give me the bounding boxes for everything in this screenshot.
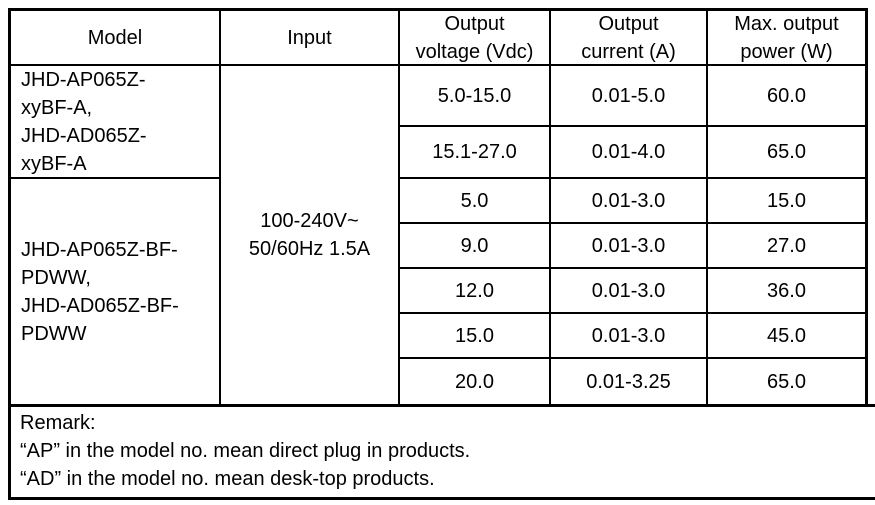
remark-section: Remark: “AP” in the model no. mean direc… (8, 404, 875, 500)
power-cell: 15.0 (708, 179, 865, 222)
model-cell-group-2: JHD-AP065Z-BF- PDWW, JHD-AD065Z-BF- PDWW (11, 179, 219, 404)
power-cell: 45.0 (708, 314, 865, 357)
model-cell-group-1: JHD-AP065Z- xyBF-A, JHD-AD065Z- xyBF-A (11, 66, 219, 177)
current-cell: 0.01-5.0 (551, 66, 706, 125)
power-cell: 36.0 (708, 269, 865, 312)
input-cell: 100-240V~ 50/60Hz 1.5A (221, 66, 398, 404)
current-cell: 0.01-3.0 (551, 314, 706, 357)
power-cell: 60.0 (708, 66, 865, 125)
column-header-input: Input (221, 11, 398, 64)
remark-title: Remark: (20, 412, 96, 434)
current-cell: 0.01-3.0 (551, 179, 706, 222)
remark-line-2: “AD” in the model no. mean desk-top prod… (20, 468, 435, 490)
current-cell: 0.01-3.25 (551, 359, 706, 404)
remark-line-1: “AP” in the model no. mean direct plug i… (20, 440, 471, 462)
voltage-cell: 20.0 (400, 359, 549, 404)
current-cell: 0.01-3.0 (551, 224, 706, 267)
current-cell: 0.01-3.0 (551, 269, 706, 312)
column-header-model: Model (11, 11, 219, 64)
current-cell: 0.01-4.0 (551, 127, 706, 177)
voltage-cell: 5.0-15.0 (400, 66, 549, 125)
voltage-cell: 15.1-27.0 (400, 127, 549, 177)
power-cell: 65.0 (708, 359, 865, 404)
voltage-cell: 9.0 (400, 224, 549, 267)
power-cell: 27.0 (708, 224, 865, 267)
column-header-max-output-power: Max. output power (W) (708, 11, 865, 64)
spec-table: Model Input Output voltage (Vdc) Output … (8, 8, 868, 404)
power-cell: 65.0 (708, 127, 865, 177)
voltage-cell: 12.0 (400, 269, 549, 312)
column-header-output-current: Output current (A) (551, 11, 706, 64)
voltage-cell: 5.0 (400, 179, 549, 222)
column-header-output-voltage: Output voltage (Vdc) (400, 11, 549, 64)
voltage-cell: 15.0 (400, 314, 549, 357)
